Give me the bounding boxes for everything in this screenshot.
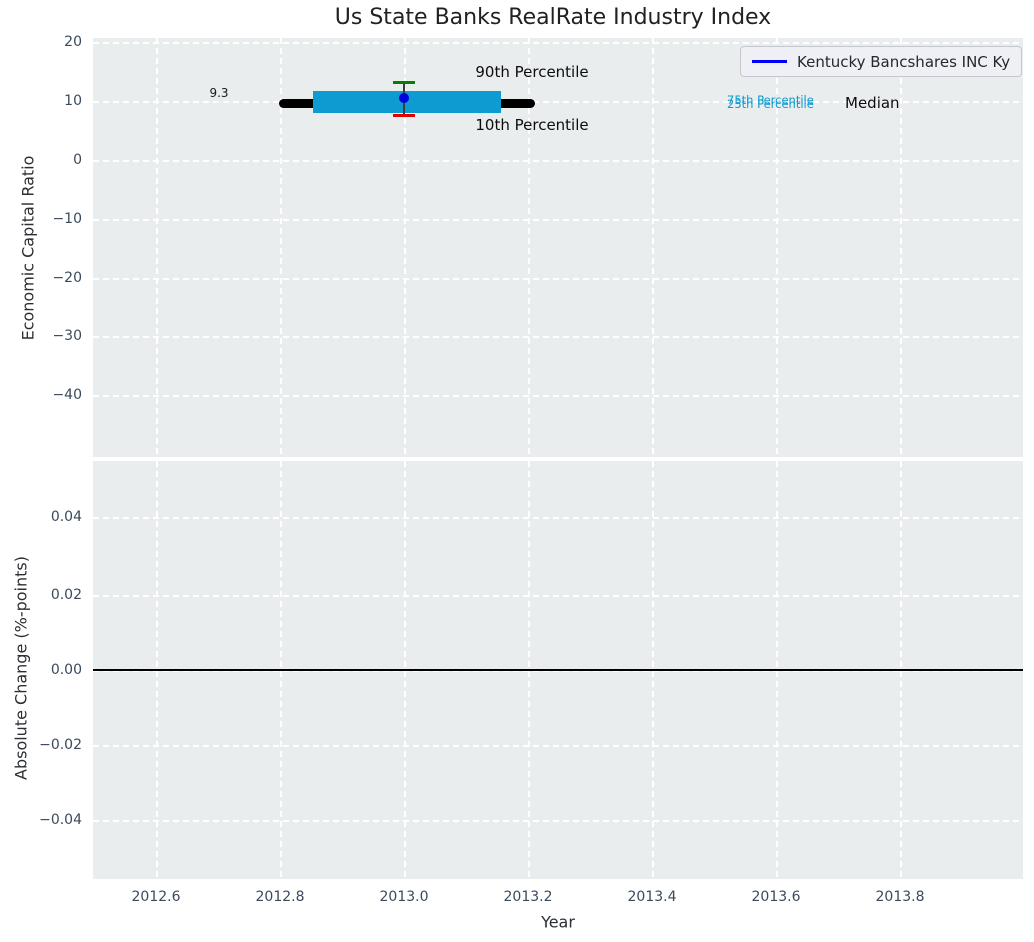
y-tick: 10 xyxy=(64,93,82,109)
y-tick: −20 xyxy=(52,270,82,286)
vertical-gridline xyxy=(404,38,406,457)
bottom-y-axis-label: Absolute Change (%-points) xyxy=(11,556,31,780)
vertical-gridline xyxy=(776,38,778,457)
p10-label: 10th Percentile xyxy=(475,116,589,134)
vertical-gridline xyxy=(528,38,530,457)
median-value-label: 9.3 xyxy=(209,86,229,100)
percentile-90-cap xyxy=(393,81,415,84)
p75-label: 75th Percentile xyxy=(727,93,814,107)
horizontal-gridline xyxy=(93,595,1023,597)
horizontal-gridline xyxy=(93,395,1023,397)
company-data-point xyxy=(399,93,409,103)
x-tick: 2013.8 xyxy=(875,889,925,905)
x-tick: 2012.8 xyxy=(255,889,305,905)
top-axes-economic-capital-ratio: 9.3 90th Percentile 10th Percentile 75th… xyxy=(93,38,1023,457)
vertical-gridline xyxy=(652,38,654,457)
legend: Kentucky Bancshares INC Ky xyxy=(740,46,1023,77)
x-tick: 2013.4 xyxy=(627,889,677,905)
legend-line-sample xyxy=(752,60,787,63)
legend-label: Kentucky Bancshares INC Ky xyxy=(797,52,1011,71)
zero-reference-line xyxy=(93,669,1023,671)
x-axis-label: Year xyxy=(541,912,575,932)
horizontal-gridline xyxy=(93,101,1023,103)
vertical-gridline xyxy=(280,38,282,457)
top-y-axis-label: Economic Capital Ratio xyxy=(18,155,38,341)
chart-title: Us State Banks RealRate Industry Index xyxy=(334,5,772,30)
p25-label: 25th Percentile xyxy=(727,97,814,111)
horizontal-gridline xyxy=(93,160,1023,162)
y-tick: 0.00 xyxy=(50,662,82,678)
horizontal-gridline xyxy=(93,517,1023,519)
y-tick: −30 xyxy=(52,328,82,344)
horizontal-gridline xyxy=(93,745,1023,747)
horizontal-gridline xyxy=(93,336,1023,338)
y-tick: 0 xyxy=(73,152,82,168)
median-label: Median xyxy=(845,94,900,112)
horizontal-gridline xyxy=(93,820,1023,822)
x-tick: 2013.0 xyxy=(379,889,429,905)
y-tick: −10 xyxy=(52,211,82,227)
horizontal-gridline xyxy=(93,219,1023,221)
y-tick: 20 xyxy=(64,34,82,50)
y-tick: −40 xyxy=(52,387,82,403)
y-tick: 0.04 xyxy=(50,509,82,525)
percentile-10-cap xyxy=(393,114,415,117)
x-tick: 2013.6 xyxy=(751,889,801,905)
x-tick: 2012.6 xyxy=(131,889,181,905)
horizontal-gridline xyxy=(93,278,1023,280)
y-tick: −0.02 xyxy=(39,737,82,753)
y-tick: 0.02 xyxy=(50,587,82,603)
horizontal-gridline xyxy=(93,42,1023,44)
x-tick: 2013.2 xyxy=(503,889,553,905)
p90-label: 90th Percentile xyxy=(475,63,589,81)
vertical-gridline xyxy=(900,38,902,457)
horizontal-gridline xyxy=(93,670,1023,672)
vertical-gridline xyxy=(156,38,158,457)
y-tick: −0.04 xyxy=(39,812,82,828)
bottom-axes-absolute-change xyxy=(93,461,1023,879)
